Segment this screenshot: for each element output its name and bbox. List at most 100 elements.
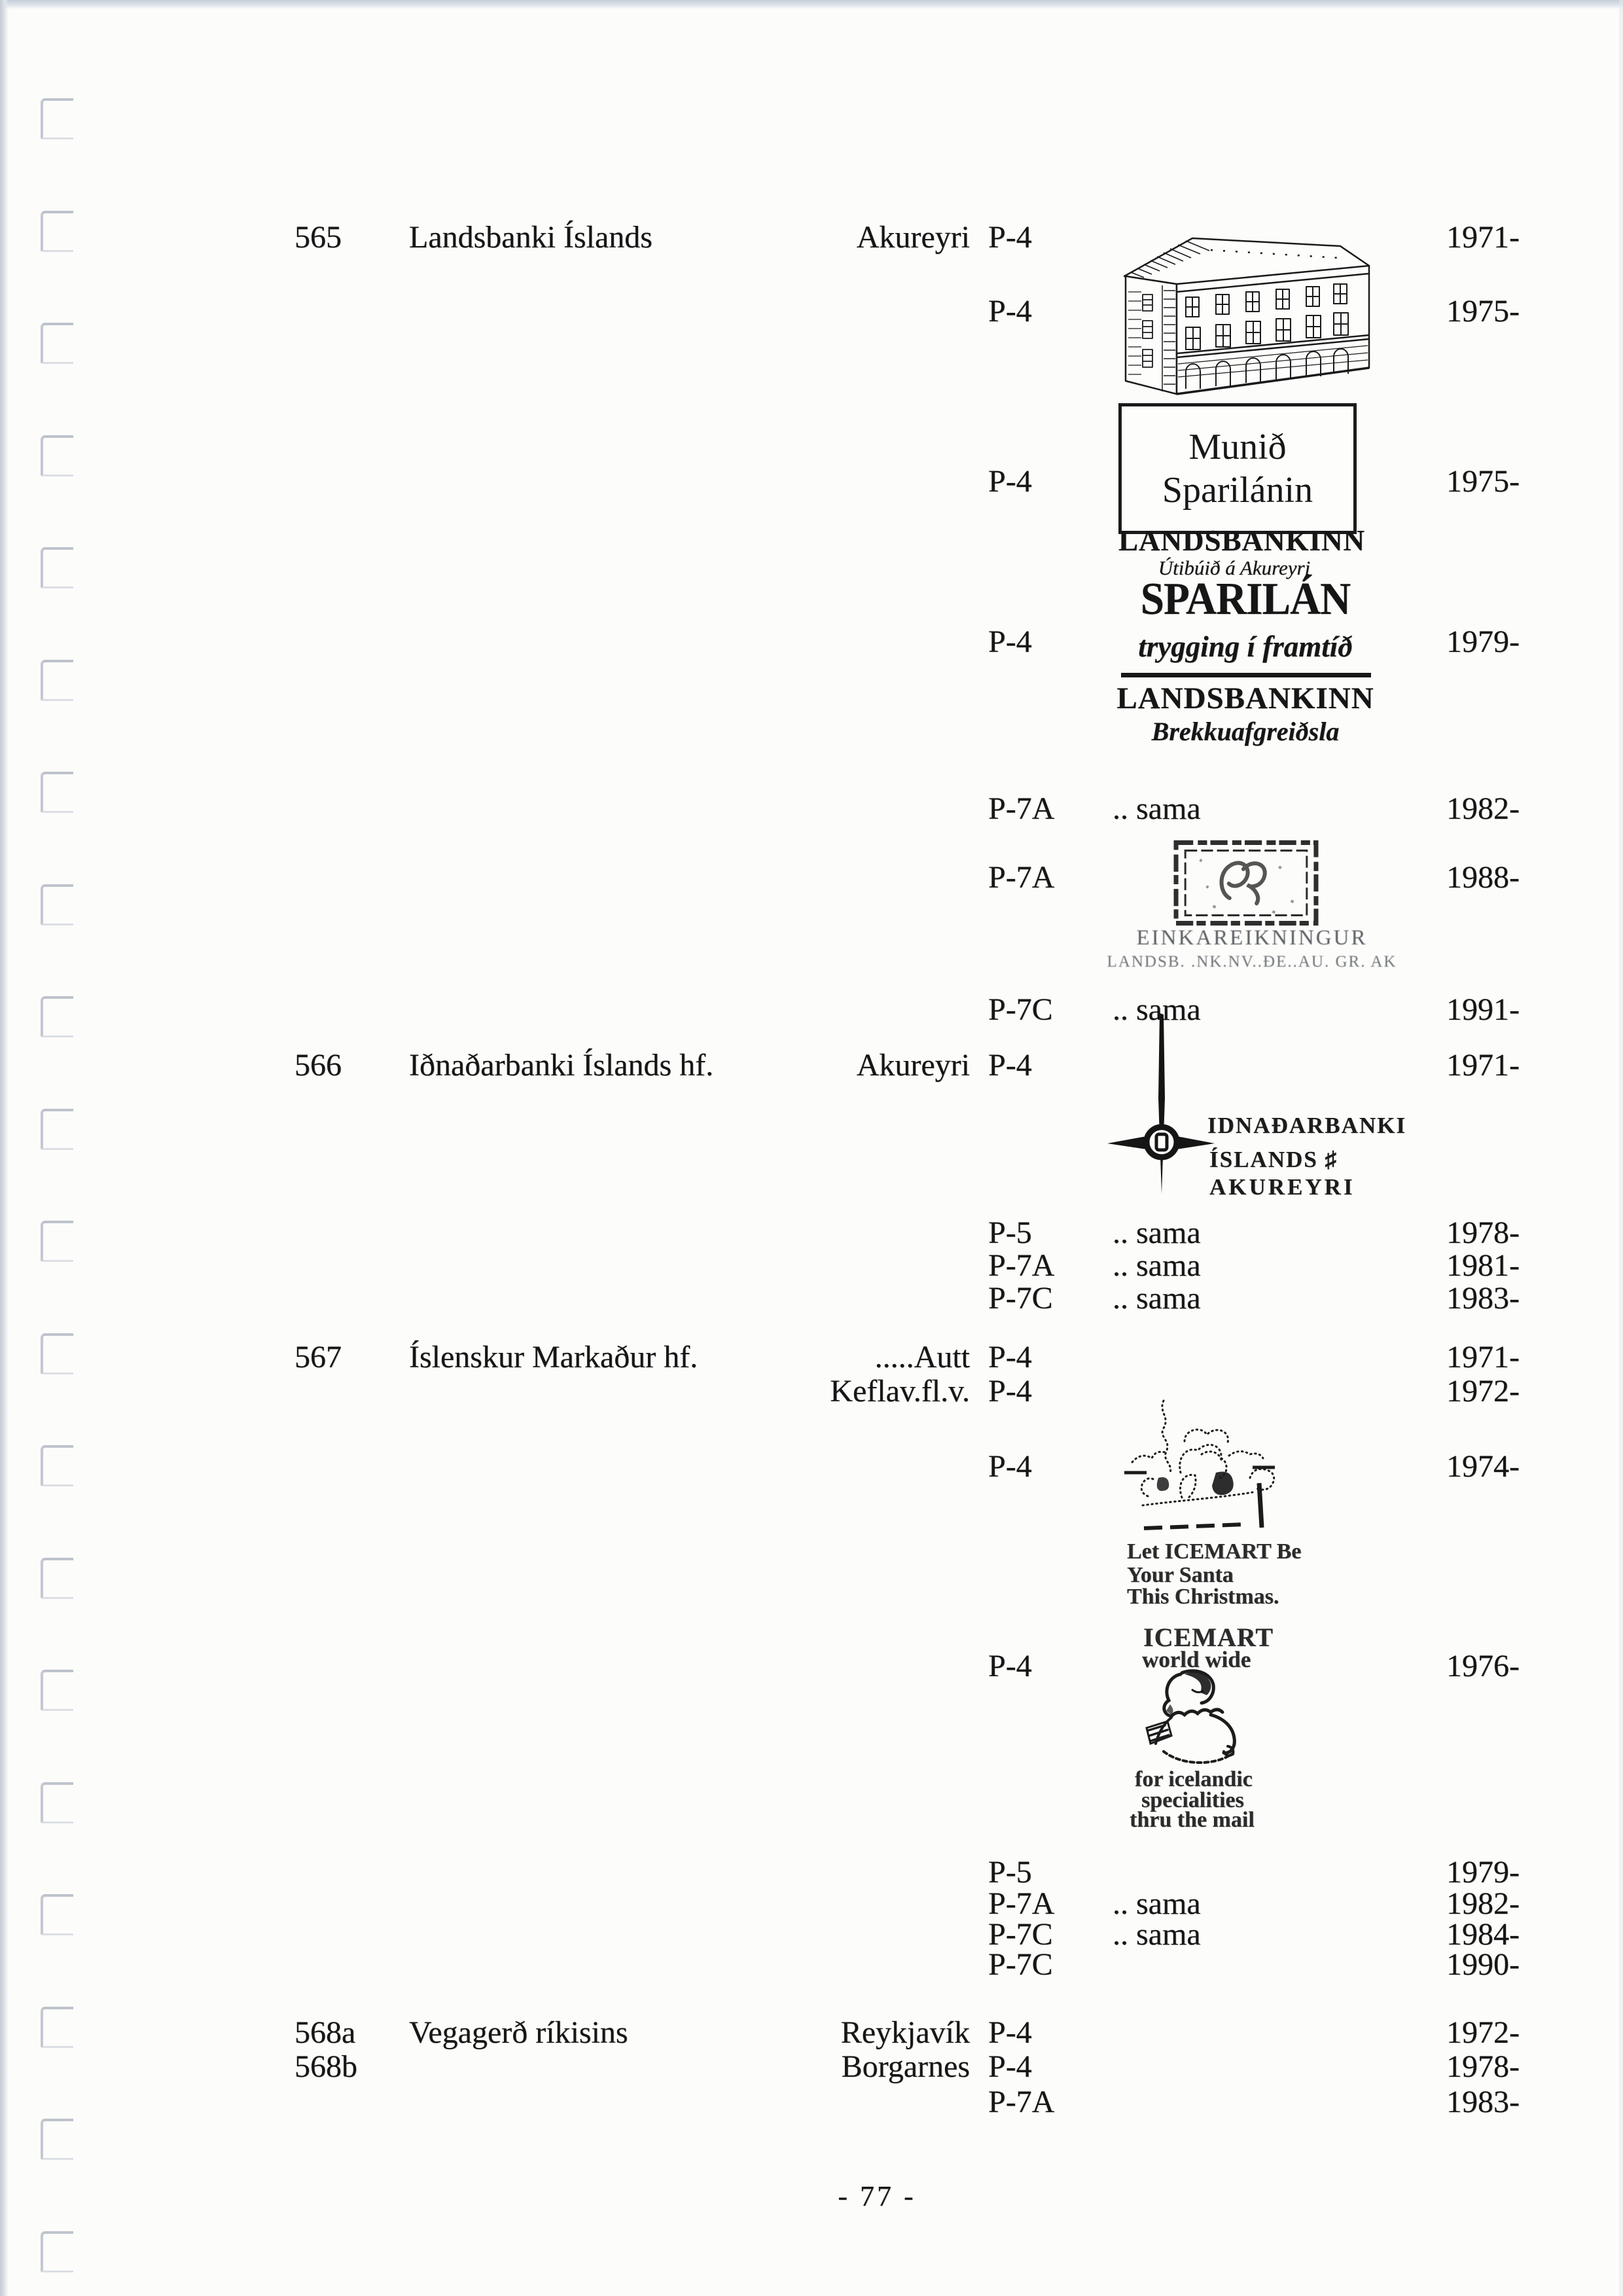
entry-note: .. sama	[1113, 992, 1201, 1027]
binding-hole-mark	[41, 884, 73, 925]
table-row: P-5 .. sama 1978-	[0, 1215, 1623, 1255]
entry-loc: .....Autt	[874, 1340, 970, 1374]
binding-hole-mark	[41, 1333, 73, 1374]
entry-year: 1975-	[1446, 294, 1520, 329]
table-row: 568b Borgarnes P-4 1978-	[0, 2049, 1623, 2089]
entry-pcode: P-4	[988, 1374, 1032, 1408]
binding-hole-mark	[41, 210, 73, 252]
entry-year: 1978-	[1446, 1215, 1520, 1250]
entry-pcode: P-4	[988, 1048, 1032, 1083]
entry-year: 1971-	[1446, 1048, 1520, 1083]
table-row: 565 Landsbanki Íslands Akureyri P-4 1971-	[0, 220, 1623, 260]
entry-pcode: P-7A	[988, 1886, 1055, 1921]
table-row: P-4 1976-	[0, 1649, 1623, 1689]
entry-pcode: P-4	[988, 464, 1032, 499]
entry-year: 1981-	[1446, 1248, 1520, 1283]
table-row: 567 Íslenskur Markaður hf. .....Autt P-4 197…	[0, 1340, 1623, 1380]
entry-year: 1982-	[1446, 791, 1520, 826]
entry-year: 1972-	[1446, 1374, 1520, 1408]
entry-note: .. sama	[1113, 1215, 1201, 1250]
landsbankinn-wordmark: LANDSBANKINN	[1118, 524, 1366, 557]
entry-note: .. sama	[1113, 791, 1201, 826]
binding-hole-mark	[41, 547, 73, 588]
einkareikningur-stamp-illustration	[1173, 840, 1319, 926]
entry-loc: Akureyri	[856, 220, 970, 255]
entry-pcode: P-4	[988, 1649, 1032, 1683]
sparilan-rule	[1121, 673, 1371, 677]
table-row: P-4 1975-	[0, 294, 1623, 334]
icemart-santa-line3: This Christmas.	[1127, 1585, 1279, 1609]
entry-year: 1982-	[1446, 1886, 1520, 1921]
icemart-ad-line1: for icelandic	[1135, 1767, 1253, 1791]
scan-edge-right	[1619, 0, 1623, 2296]
entry-pcode: P-7A	[988, 1248, 1055, 1283]
entry-note: .. sama	[1113, 1248, 1201, 1283]
sign-line-1: Munið	[1188, 427, 1287, 467]
entry-num: 568b	[294, 2049, 357, 2084]
table-row: P-7A .. sama 1981-	[0, 1248, 1623, 1288]
binding-hole-mark	[41, 98, 73, 139]
entry-year: 1983-	[1446, 1281, 1520, 1316]
binding-hole-mark	[41, 772, 73, 813]
entry-pcode: P-7A	[988, 860, 1055, 895]
binding-hole-mark	[41, 2006, 73, 2048]
sparilan-tagline: trygging í framtíð	[1138, 630, 1353, 663]
table-row: P-5 1979-	[0, 1855, 1623, 1895]
stamp-caption-line1: EINKAREIKNINGUR	[1136, 926, 1368, 950]
entry-pcode: P-7C	[988, 1917, 1053, 1952]
entry-num: 567	[294, 1340, 342, 1374]
binding-hole-mark	[41, 996, 73, 1037]
bank-building-illustration	[1123, 237, 1370, 395]
entry-pcode: P-7A	[988, 791, 1055, 826]
stamp-caption-line2: LANDSB. .NK.NV..ÐE..AU. GR. AK	[1107, 953, 1397, 971]
entry-num: 565	[294, 220, 342, 255]
entry-note: .. sama	[1113, 1886, 1201, 1921]
table-row: P-4 1975-	[0, 464, 1623, 504]
table-row: 568a Vegagerð ríkisins Reykjavík P-4 1972-	[0, 2015, 1623, 2055]
entry-year: 1979-	[1446, 624, 1520, 659]
table-row: P-7A 1983-	[0, 2085, 1623, 2125]
entry-name: Landsbanki Íslands	[409, 220, 652, 255]
entry-num: 566	[294, 1048, 342, 1083]
entry-pcode: P-4	[988, 2049, 1032, 2084]
entry-year: 1991-	[1446, 992, 1520, 1027]
binding-hole-mark	[41, 1670, 73, 1711]
icemart-santa-line1: Let ICEMART Be	[1127, 1539, 1302, 1564]
table-row: P-4 1974-	[0, 1449, 1623, 1489]
table-row: P-7A 1988-	[0, 860, 1623, 900]
entry-year: 1975-	[1446, 464, 1520, 499]
sparilan-title: SPARILÁN	[1140, 574, 1351, 624]
page-number: - 77 -	[838, 2180, 916, 2212]
icemart-santa-line2: Your Santa	[1127, 1563, 1234, 1587]
table-row: 566 Iðnaðarbanki Íslands hf. Akureyri P-4 19…	[0, 1048, 1623, 1088]
idnadarbanki-needle-logo	[1107, 1013, 1215, 1194]
entry-year: 1979-	[1446, 1855, 1520, 1890]
table-row: P-7A .. sama 1982-	[0, 791, 1623, 831]
entry-pcode: P-4	[988, 1340, 1032, 1374]
idnadarbanki-logo-line3: AKUREYRI	[1209, 1174, 1355, 1200]
icemart-ad-line2: specialities	[1141, 1788, 1244, 1812]
binding-hole-mark	[41, 435, 73, 476]
entry-year: 1984-	[1446, 1917, 1520, 1952]
entry-pcode: P-7A	[988, 2085, 1055, 2119]
entry-pcode: P-4	[988, 220, 1032, 255]
binding-hole-mark	[41, 1894, 73, 1935]
entry-loc: Akureyri	[856, 1048, 970, 1083]
landsbankinn-branch-line: Útibúið á Akureyri	[1158, 556, 1311, 579]
binding-hole-mark	[41, 1557, 73, 1599]
entry-name: Iðnaðarbanki Íslands hf.	[409, 1048, 714, 1083]
table-row: P-7C .. sama 1984-	[0, 1917, 1623, 1957]
entry-year: 1978-	[1446, 2049, 1520, 2084]
binding-hole-mark	[41, 659, 73, 701]
table-row: P-7A .. sama 1982-	[0, 1886, 1623, 1926]
icemart-wordmark: ICEMART	[1143, 1623, 1274, 1652]
table-row: Keflav.fl.v. P-4 1972-	[0, 1374, 1623, 1414]
entry-loc: Borgarnes	[841, 2049, 970, 2084]
idnadarbanki-logo-line1: IDNAÐARBANKI	[1207, 1113, 1407, 1138]
binding-hole-mark	[41, 1782, 73, 1823]
entry-loc: Keflav.fl.v.	[830, 1374, 970, 1408]
entry-pcode: P-4	[988, 2015, 1032, 2050]
entry-note: .. sama	[1113, 1917, 1201, 1952]
sparilan-bank-wordmark: LANDSBANKINN	[1116, 681, 1374, 715]
entry-year: 1983-	[1446, 2085, 1520, 2119]
